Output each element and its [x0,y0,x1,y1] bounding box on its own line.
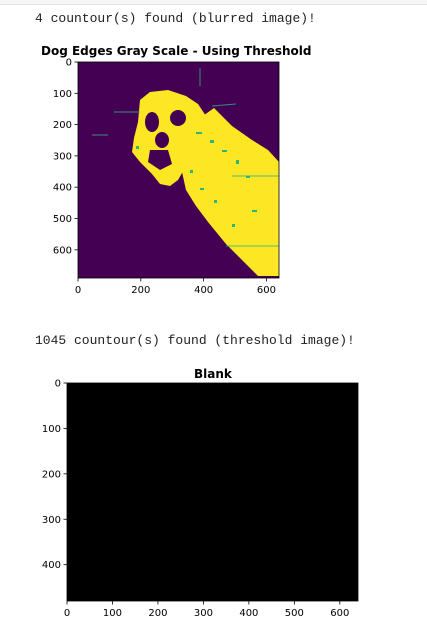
figure_1-x-tick-label: 0 [75,285,81,296]
figure_2-y-tick-label: 300 [42,515,61,526]
figure_1-y-tick-label: 600 [53,245,72,256]
figure_2-x-tick-label: 200 [148,608,167,619]
figure_1-y-tick-label: 300 [53,151,72,162]
figure_2-x-tick-label: 300 [194,608,213,619]
cell-top-border [0,0,427,5]
output-text-blurred-contours: 4 countour(s) found (blurred image)! [35,11,316,26]
figure_1-y-tick-label: 400 [53,183,72,194]
figure-1-image [78,62,279,278]
figure_1-x-tick-label: 400 [194,285,213,296]
figure_2-x-tick-label: 0 [64,608,70,619]
figure_2-y-tick-label: 0 [55,379,61,390]
figure_1-y-tick-label: 200 [53,120,72,131]
figure_2-x-tick-label: 500 [285,608,304,619]
figure_1-y-tick-label: 0 [66,58,72,69]
figure_1-x-tick-label: 200 [131,285,150,296]
figure_2-y-tick-label: 200 [42,469,61,480]
figure_2-x-tick-label: 100 [103,608,122,619]
output-text-threshold-contours: 1045 countour(s) found (threshold image)… [35,333,355,348]
figure-1-title: Dog Edges Gray Scale - Using Threshold [41,44,312,58]
figure_2-x-tick-label: 600 [330,608,349,619]
figure_1-x-tick-label: 600 [257,285,276,296]
figure_2-y-tick-label: 400 [42,560,61,571]
figure-2-title: Blank [194,367,232,381]
figure_2-y-tick-label: 100 [42,424,61,435]
figure_2-x-tick-label: 400 [239,608,258,619]
figure_1-y-tick-label: 100 [53,89,72,100]
figure_1-y-tick-label: 500 [53,214,72,225]
figure-2-image [67,383,358,601]
